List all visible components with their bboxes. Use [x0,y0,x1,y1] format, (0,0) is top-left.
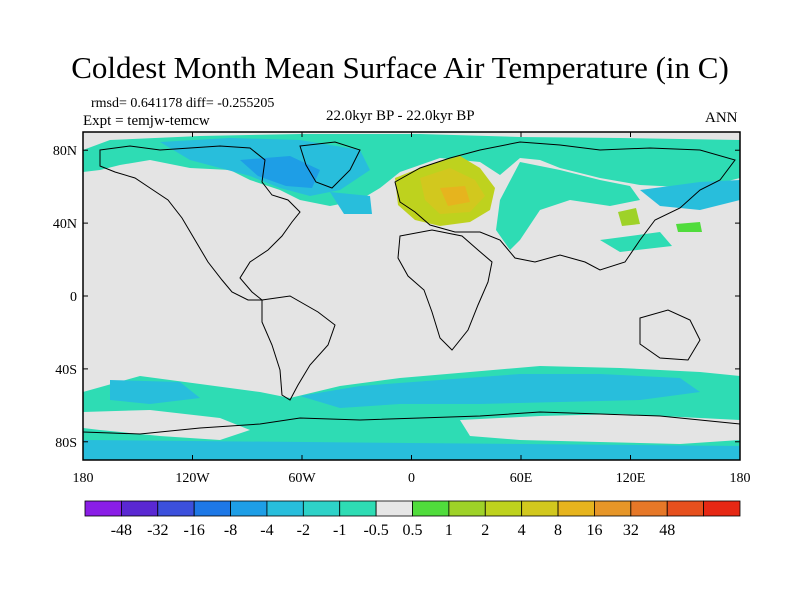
map-plot-area: 80N 40N 0 40S 80S 180 120W 60W 0 60E 120E 180 [53,131,751,486]
anomaly-region [460,414,740,444]
anomaly-region [110,380,200,404]
anomaly-fill-layer [83,134,740,460]
colorbar-label: 48 [659,522,675,539]
anomaly-region [640,180,740,210]
colorbar-swatch [557,500,595,517]
colorbar-swatch [703,500,741,517]
anomaly-region [240,156,320,188]
colorbar-label: 0.5 [403,522,423,539]
colorbar-swatch [594,500,632,517]
anomaly-region [496,162,640,250]
lon-tick-label: 0 [408,471,415,486]
anomaly-region [676,222,702,232]
lat-tick-label: 80N [53,144,77,159]
coastline-africa [397,229,493,351]
colorbar-swatch [302,500,341,517]
lat-tick-label: 0 [70,290,77,305]
anomaly-region [618,208,640,226]
coastline-north-america [99,145,301,301]
lon-tick-label: 120W [175,471,210,486]
colorbar-swatch [157,500,195,517]
lat-tick-label: 40N [53,217,77,232]
coastline-greenland [299,141,361,189]
anomaly-region [600,232,672,252]
colorbar-label: -1 [333,522,346,539]
lon-tick-label: 180 [73,471,94,486]
colorbar-swatch [339,500,377,517]
anomaly-region [83,440,740,460]
map-title: Coldest Month Mean Surface Air Temperatu… [71,50,729,85]
lon-tick-label: 60W [288,471,316,486]
colorbar-swatch [666,500,705,517]
colorbar-swatch [448,500,486,517]
colorbar-label: -0.5 [363,522,388,539]
rmsd-diff-stats: rmsd= 0.641178 diff= -0.255205 [91,96,275,111]
colorbar-label: 32 [623,522,639,539]
coastline-eurasia [394,141,736,271]
lon-tick-label: 120E [616,471,646,486]
experiment-label: Expt = temjw-temcw [83,113,210,129]
anomaly-region [330,192,372,214]
anomaly-region [83,410,250,440]
colorbar-label: 2 [481,522,489,539]
colorbar-label: -32 [147,522,168,539]
colorbar-swatch [521,500,559,517]
colorbar: -48 -32 -16 -8 -4 -2 -1 -0.5 0.5 1 2 4 8 16 32 48 [84,500,741,539]
lon-tick-label: 180 [730,471,751,486]
anomaly-region [300,374,700,408]
coastline-south-america [261,295,336,401]
colorbar-label: 16 [586,522,602,539]
lon-tick-label: 60E [510,471,533,486]
colorbar-swatch [375,500,413,517]
colorbar-swatch [412,500,450,517]
season-label: ANN [705,110,738,126]
axis-ticks: 80N 40N 0 40S 80S 180 120W 60W 0 60E 120E 180 [53,132,751,486]
coastlines [83,141,740,435]
colorbar-swatch [84,500,122,517]
lat-tick-label: 40S [55,363,77,378]
colorbar-label: 8 [554,522,562,539]
colorbar-label: -4 [260,522,273,539]
colorbar-swatch [230,500,268,517]
colorbar-label: 4 [518,522,526,539]
coastline-australia [639,309,701,361]
colorbar-label: 1 [445,522,453,539]
coastline-antarctica [83,411,740,435]
period-label: 22.0kyr BP - 22.0kyr BP [326,108,475,124]
colorbar-swatch [630,500,668,517]
colorbar-label: -8 [224,522,237,539]
colorbar-swatch [266,500,304,517]
anomaly-region [440,186,470,206]
colorbar-swatch [484,500,523,517]
colorbar-label: -16 [184,522,205,539]
colorbar-label: -48 [111,522,132,539]
lat-tick-label: 80S [55,436,77,451]
colorbar-swatch [120,500,159,517]
colorbar-label: -2 [297,522,310,539]
colorbar-swatch [193,500,231,517]
